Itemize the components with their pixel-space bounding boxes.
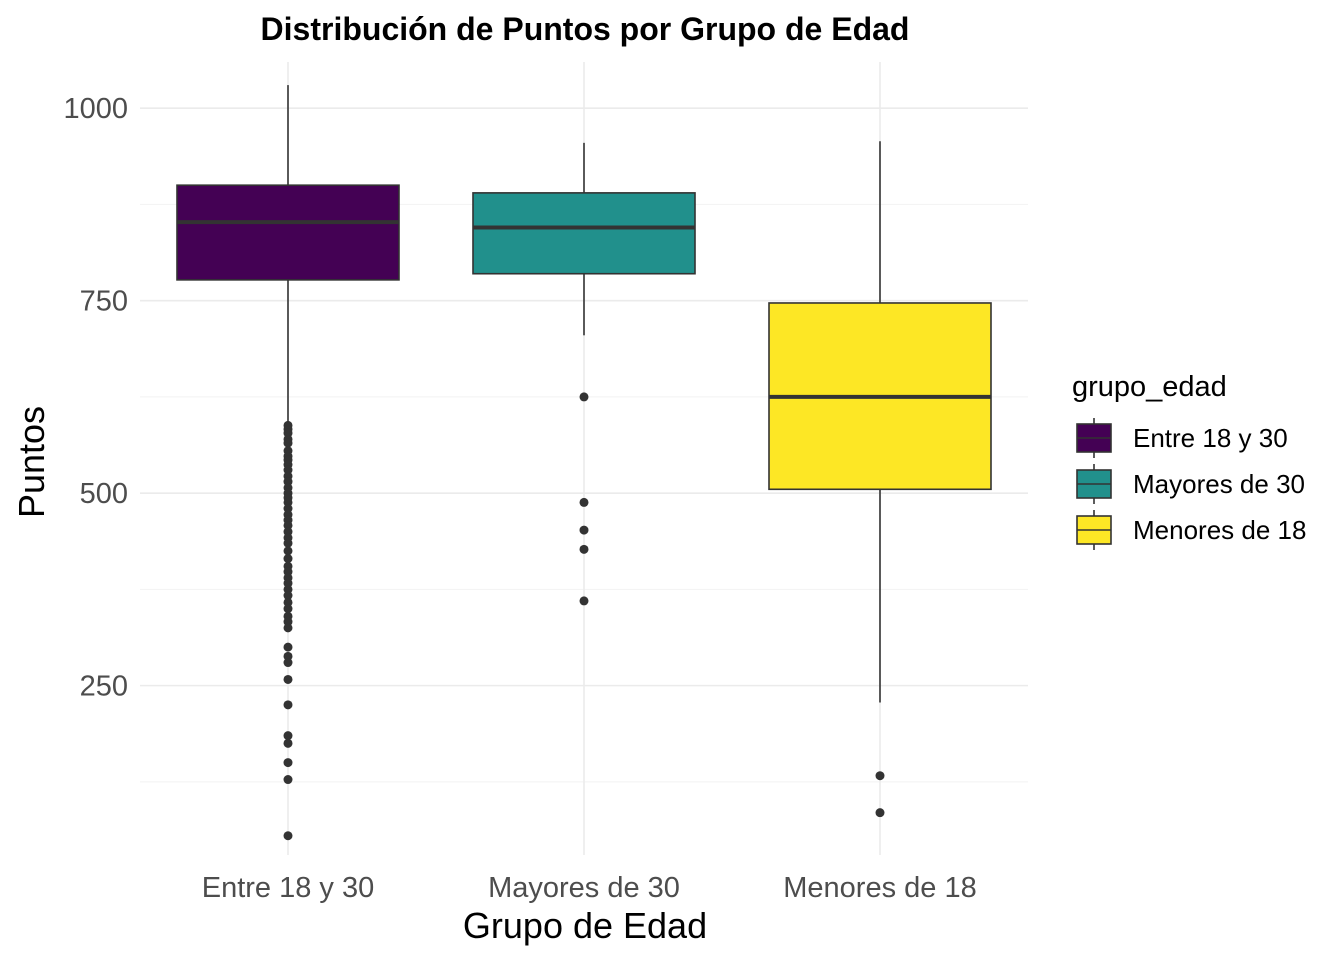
outlier-point <box>283 504 293 514</box>
x-tick-label: Menores de 18 <box>783 872 976 904</box>
y-tick-label: 250 <box>80 671 128 703</box>
outlier-point <box>579 596 589 606</box>
outlier-point <box>579 497 589 507</box>
x-tick-label: Mayores de 30 <box>488 872 680 904</box>
y-tick-label: 750 <box>80 286 128 318</box>
legend-label: Menores de 18 <box>1133 515 1306 545</box>
outlier-point <box>283 538 293 548</box>
box-entre-18-y-30 <box>176 85 400 841</box>
outlier-point <box>283 775 293 785</box>
outlier-point <box>283 831 293 841</box>
outlier-point <box>283 578 293 588</box>
x-axis-ticks: Entre 18 y 30 Mayores de 30 Menores de 18 <box>202 872 977 904</box>
x-tick-label: Entre 18 y 30 <box>202 872 375 904</box>
boxplot-series <box>176 85 992 841</box>
box-menores-de-18 <box>768 141 992 818</box>
y-axis-ticks: 250 500 750 1000 <box>63 93 128 702</box>
outlier-point <box>283 623 293 633</box>
box-mayores-de-30 <box>472 142 696 606</box>
legend-label: Mayores de 30 <box>1133 469 1305 499</box>
y-tick-label: 1000 <box>63 93 128 125</box>
outlier-point <box>579 392 589 402</box>
outlier-point <box>283 700 293 710</box>
legend-label: Entre 18 y 30 <box>1133 423 1288 453</box>
outlier-point <box>875 771 885 781</box>
iqr-box <box>472 192 696 275</box>
outlier-point <box>283 546 293 556</box>
outlier-point <box>283 731 293 741</box>
outlier-point <box>579 525 589 535</box>
outlier-point <box>283 738 293 748</box>
outlier-point <box>283 438 293 448</box>
outlier-point <box>283 567 293 577</box>
outlier-point <box>283 520 293 530</box>
outlier-point <box>283 591 293 601</box>
outlier-point <box>579 544 589 554</box>
outlier-point <box>283 597 293 607</box>
outlier-point <box>283 658 293 668</box>
outlier-point <box>283 617 293 627</box>
legend: grupo_edad Entre 18 y 30 Mayores de 30 Men… <box>1072 371 1306 550</box>
iqr-box <box>176 184 400 281</box>
outlier-point <box>283 428 293 438</box>
outlier-point <box>875 808 885 818</box>
outlier-point <box>283 584 293 594</box>
outlier-point <box>283 642 293 652</box>
outlier-point <box>283 554 293 564</box>
outlier-point <box>283 497 293 507</box>
outlier-point <box>283 758 293 768</box>
outlier-point <box>283 674 293 684</box>
outlier-point <box>283 527 293 537</box>
x-axis-title: Grupo de Edad <box>463 905 707 946</box>
legend-title: grupo_edad <box>1072 371 1227 403</box>
outlier-point <box>283 651 293 661</box>
outlier-point <box>283 477 293 487</box>
y-tick-label: 500 <box>80 478 128 510</box>
outlier-point <box>283 604 293 614</box>
chart-title: Distribución de Puntos por Grupo de Edad <box>261 11 910 47</box>
y-axis-title: Puntos <box>11 406 52 518</box>
outlier-point <box>283 465 293 475</box>
